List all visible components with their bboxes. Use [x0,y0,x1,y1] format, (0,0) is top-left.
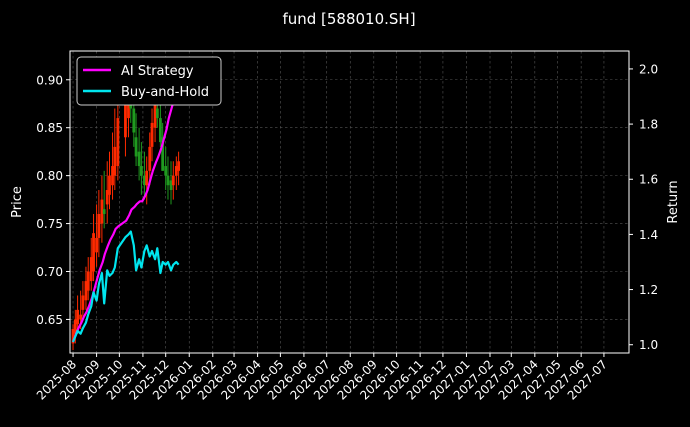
y-left-tick-label: 0.80 [36,169,63,183]
legend-frame [76,56,222,106]
candle-body [169,180,173,191]
y-axis-label-right: Return [666,180,681,223]
candle-body [171,175,175,186]
candlesticks [71,60,181,351]
candle-body [79,314,83,320]
candle-body [81,295,85,310]
y-right-tick-label: 1.8 [639,118,658,132]
legend: AI Strategy Buy-and-Hold [76,56,222,106]
plot-frame [69,50,630,354]
candle-body [73,319,77,334]
y-right-tick-label: 1.6 [639,173,658,187]
series-line-ai-strategy [71,79,181,343]
candle-body [164,166,168,176]
chart-title: fund [588010.SH] [282,10,415,28]
y-axis-label-left: Price [10,186,25,218]
candle-body [89,257,93,282]
candle-body [137,151,141,167]
candle-body [143,175,146,186]
candle-body [153,98,157,128]
candle-body [97,213,101,238]
candle-body [158,118,162,143]
y-left-tick-label: 0.65 [36,313,63,327]
candle-body [100,199,104,224]
candle-body [76,309,79,325]
candle-body [84,281,88,301]
candle-body [92,233,95,272]
candle-body [108,175,111,195]
legend-label-ai-strategy: AI Strategy [121,64,194,79]
y-left-tick-label: 0.90 [36,73,63,87]
candle-body [124,98,127,138]
candle-body [105,190,109,205]
y-left-tick-label: 0.75 [36,217,63,231]
candle-body [155,108,159,119]
y-left-tick-label: 0.85 [36,121,63,135]
y-right-tick-label: 1.4 [639,228,658,242]
candle-body [116,118,120,167]
y-right-tick-label: 1.2 [639,283,658,297]
candle-body [145,170,149,186]
legend-label-buy-and-hold: Buy-and-Hold [121,85,209,100]
candle-body [132,108,136,133]
candle-body [95,237,98,253]
y-right-tick-label: 1.0 [639,338,658,352]
y-left-tick-label: 0.70 [36,265,63,279]
candle-body [139,166,143,176]
candle-body [166,175,170,186]
series-lines [71,79,181,343]
candle-body [148,146,152,171]
candle-body [150,122,154,147]
candle-body [177,161,181,171]
series-line-buy-and-hold [71,230,180,343]
candle-body [134,137,138,157]
candle-body [86,271,90,291]
candle-body [174,166,178,176]
candle-body [111,166,114,186]
candle-body [102,209,106,214]
candle-body [113,146,117,176]
y-right-tick-label: 2.0 [639,62,658,76]
candle-body [161,137,165,171]
candle-body [71,329,75,344]
